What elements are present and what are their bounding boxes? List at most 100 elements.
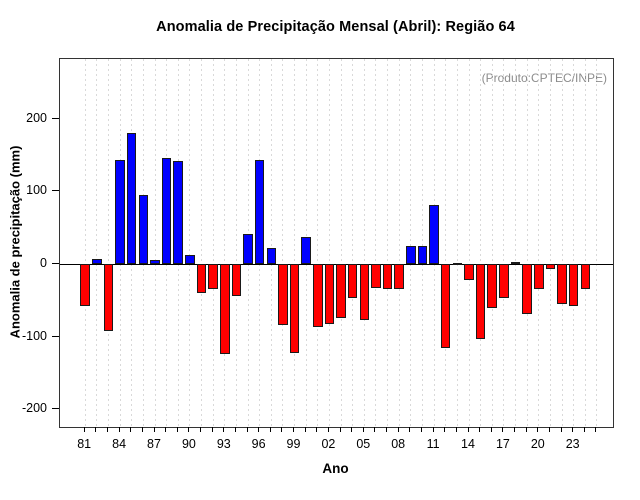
x-tick-mark: [83, 427, 85, 432]
y-tick-label: -100: [21, 328, 47, 343]
y-tick-label: 200: [26, 110, 47, 125]
x-tick-mark: [421, 427, 422, 432]
gridline-year: [410, 59, 412, 427]
bar-1996: [254, 159, 265, 265]
gridline-year: [212, 59, 214, 427]
bar-1999: [289, 264, 300, 353]
x-tick-mark: [246, 427, 248, 432]
x-tick-mark: [455, 427, 457, 432]
x-tick-mark: [560, 427, 562, 432]
bar-1987: [150, 260, 160, 265]
bar-2021: [545, 264, 556, 270]
bar-1986: [138, 194, 149, 265]
gridline-year: [294, 59, 295, 427]
bar-2003: [336, 264, 346, 319]
bar-2009: [406, 245, 416, 265]
x-tick-mark: [293, 427, 294, 432]
x-tick-label: 96: [251, 437, 266, 451]
gridline-year: [480, 59, 482, 427]
x-tick-label: 23: [565, 437, 580, 451]
gridline-year: [456, 59, 458, 427]
y-tick-mark: [52, 262, 59, 264]
y-tick-label: -200: [21, 401, 47, 416]
bar-1990: [185, 255, 195, 265]
bar-2015: [475, 264, 486, 340]
gridline-year: [422, 59, 423, 427]
gridline-year: [375, 59, 377, 427]
x-tick-label: 08: [391, 437, 406, 451]
x-tick-mark: [153, 427, 155, 432]
x-tick-label: 84: [112, 437, 127, 451]
gridline-year: [201, 59, 202, 427]
bar-1982: [92, 259, 102, 265]
x-tick-label: 81: [77, 437, 92, 451]
gridline-year: [526, 59, 528, 427]
bar-2010: [417, 245, 428, 265]
gridline-year: [538, 59, 540, 427]
bar-2020: [534, 264, 544, 290]
source-annotation: (Produto:CPTEC/INPE): [481, 71, 607, 85]
x-tick-mark: [374, 427, 376, 432]
bar-1989: [173, 161, 183, 265]
x-tick-mark: [107, 427, 108, 432]
x-tick-mark: [234, 427, 236, 432]
bar-1995: [243, 233, 253, 265]
bar-1981: [80, 264, 90, 307]
gridline-year: [561, 59, 563, 427]
x-tick-mark: [281, 427, 283, 432]
x-tick-mark: [327, 427, 329, 432]
bar-1985: [126, 133, 137, 265]
gridline-year: [96, 59, 98, 427]
x-tick-label: 05: [356, 437, 371, 451]
x-tick-label: 17: [495, 437, 510, 451]
x-tick-mark: [200, 427, 201, 432]
bar-2005: [359, 264, 370, 321]
x-tick-mark: [595, 427, 597, 432]
bar-2018: [510, 262, 521, 265]
gridline-year: [224, 59, 226, 427]
bar-1991: [196, 264, 207, 294]
bar-2013: [452, 263, 463, 265]
x-tick-mark: [176, 427, 178, 432]
gridline-year: [270, 59, 272, 427]
x-tick-label: 14: [461, 437, 475, 451]
x-tick-mark: [141, 427, 143, 432]
x-tick-mark: [258, 427, 260, 432]
bar-1993: [220, 264, 230, 354]
bar-1983: [103, 264, 114, 332]
gridline-year: [445, 59, 447, 427]
gridline-year: [108, 59, 109, 427]
x-tick-mark: [583, 427, 585, 432]
x-tick-mark: [223, 427, 225, 432]
x-tick-mark: [118, 427, 120, 432]
bar-2024: [580, 264, 591, 290]
x-tick-mark: [351, 427, 353, 432]
y-tick-label: 0: [40, 255, 47, 270]
x-tick-mark: [95, 427, 97, 432]
x-tick-mark: [467, 427, 469, 432]
gridline-year: [468, 59, 470, 427]
x-tick-mark: [165, 427, 167, 432]
x-tick-mark: [362, 427, 364, 432]
x-tick-label: 87: [147, 437, 161, 451]
gridline-year: [549, 59, 551, 427]
gridline-year: [189, 59, 191, 427]
bar-2002: [324, 264, 335, 324]
x-tick-mark: [188, 427, 190, 432]
bar-1984: [115, 159, 125, 265]
x-tick-mark: [386, 427, 388, 432]
x-tick-mark: [211, 427, 213, 432]
x-tick-mark: [444, 427, 446, 432]
x-tick-label: 93: [216, 437, 231, 451]
gridline-year: [84, 59, 86, 427]
bar-2007: [382, 264, 393, 290]
gridline-year: [573, 59, 575, 427]
x-tick-mark: [502, 427, 504, 432]
x-axis-label: Ano: [322, 461, 349, 476]
gridline-year: [340, 59, 342, 427]
gridline-year: [154, 59, 156, 427]
x-tick-mark: [514, 427, 515, 432]
x-tick-mark: [479, 427, 481, 432]
y-tick-mark: [52, 335, 59, 337]
